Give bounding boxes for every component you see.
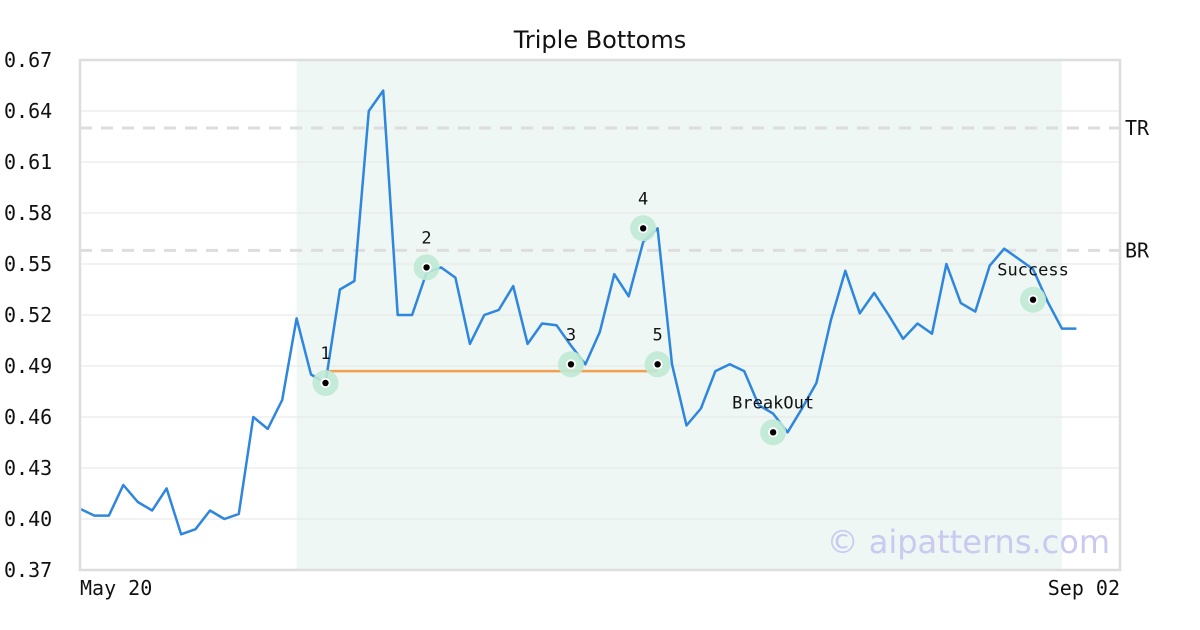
point-label: 3	[566, 325, 576, 345]
point-marker	[322, 379, 329, 387]
y-tick-label: 0.67	[4, 48, 52, 72]
x-tick-label: Sep 02	[1048, 576, 1120, 600]
y-tick-label: 0.52	[4, 303, 52, 327]
pattern-points: 1 2 3 4 5 BreakOut Success	[312, 189, 1069, 446]
reference-lines: TR BR	[80, 116, 1150, 262]
plot-frame	[78, 58, 1122, 572]
y-tick-label: 0.40	[4, 507, 52, 531]
point-marker	[423, 264, 430, 271]
y-tick-label: 0.43	[4, 456, 52, 480]
y-tick-label: 0.49	[4, 354, 52, 378]
point-label: 5	[652, 325, 662, 345]
y-axis-tick-labels: 0.67 0.64 0.61 0.58 0.55 0.52 0.49 0.46 0.43 0.40…	[4, 48, 52, 582]
point-marker	[654, 361, 661, 368]
point-marker	[1029, 296, 1037, 303]
reference-line-label: TR	[1125, 116, 1150, 140]
point-marker	[769, 429, 777, 436]
y-tick-label: 0.55	[4, 252, 52, 276]
point-marker	[639, 225, 647, 232]
point-label: 1	[320, 344, 330, 364]
chart-title: Triple Bottoms	[513, 26, 687, 54]
watermark: © aipatterns.com	[827, 523, 1110, 561]
x-axis-tick-labels: May 20 Sep 02	[80, 576, 1120, 600]
point-label: 2	[421, 228, 431, 248]
x-tick-label: May 20	[80, 576, 152, 600]
y-tick-label: 0.58	[4, 201, 52, 225]
y-tick-label: 0.64	[4, 99, 52, 123]
point-marker	[567, 361, 575, 368]
reference-line-label: BR	[1125, 238, 1150, 262]
point-label: 4	[638, 189, 648, 209]
y-tick-label: 0.61	[4, 150, 52, 174]
y-tick-label: 0.37	[4, 558, 52, 582]
y-tick-label: 0.46	[4, 405, 52, 429]
point-label: BreakOut	[732, 393, 814, 413]
point-label: Success	[997, 261, 1069, 281]
